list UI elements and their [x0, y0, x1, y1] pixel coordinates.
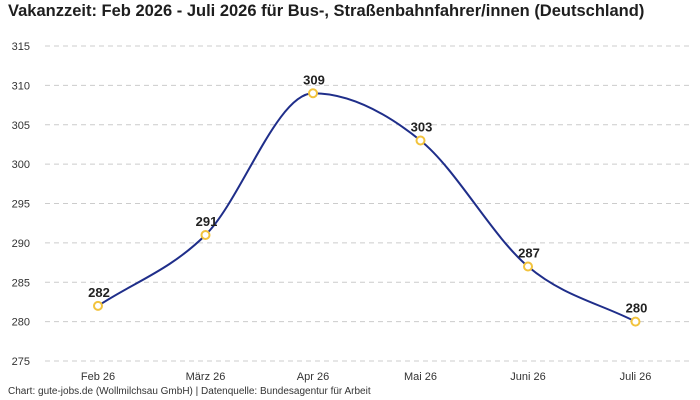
y-tick-label: 285 [12, 277, 30, 289]
data-label: 303 [411, 120, 433, 135]
y-tick-label: 300 [12, 159, 30, 171]
y-tick-label: 305 [12, 120, 30, 132]
data-label: 282 [88, 285, 110, 300]
x-tick-label: Feb 26 [81, 371, 115, 383]
data-point [523, 261, 533, 272]
data-point [415, 135, 426, 146]
grid-lines [45, 45, 692, 362]
x-tick-label: Apr 26 [297, 371, 329, 383]
x-axis-ticks: Feb 26 März 26 Apr 26 Mai 26 Juni 26 Juli 26 [81, 371, 652, 383]
x-tick-label: Juni 26 [510, 371, 545, 383]
x-tick-label: Mai 26 [404, 371, 437, 383]
y-tick-label: 275 [12, 356, 30, 368]
data-point [308, 88, 318, 99]
data-label: 291 [196, 214, 218, 229]
series-line [97, 92, 636, 323]
data-label: 309 [303, 72, 325, 87]
data-label: 287 [518, 246, 540, 261]
chart-source-note: Chart: gute-jobs.de (Wollmilchsau GmbH) … [8, 386, 371, 397]
y-tick-label: 315 [12, 41, 30, 53]
data-point [93, 300, 103, 311]
data-labels: 282 291 309 303 287 280 [88, 72, 647, 315]
y-tick-label: 295 [12, 199, 30, 211]
x-tick-label: März 26 [186, 371, 226, 383]
y-tick-label: 290 [12, 238, 30, 250]
data-point [200, 230, 211, 240]
y-axis-ticks: 275 280 285 290 295 300 305 310 315 [12, 41, 30, 368]
data-point [630, 316, 641, 327]
chart-title: Vakanzzeit: Feb 2026 - Juli 2026 für Bus… [8, 2, 645, 20]
y-tick-label: 280 [12, 317, 30, 329]
data-points [93, 88, 641, 327]
y-tick-label: 310 [12, 80, 30, 92]
x-tick-label: Juli 26 [620, 371, 652, 383]
data-label: 280 [626, 301, 648, 316]
